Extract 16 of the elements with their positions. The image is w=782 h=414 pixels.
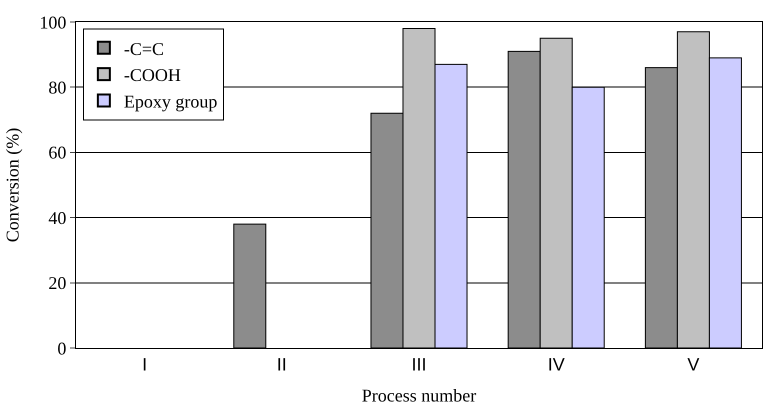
y-tick-label: 60: [48, 142, 66, 163]
x-axis-title: Process number: [362, 386, 476, 406]
x-tick-label: III: [411, 354, 427, 375]
x-tick-label: II: [276, 354, 287, 375]
legend-label: Epoxy group: [124, 92, 218, 112]
legend-label: -C=C: [124, 38, 164, 59]
y-tick-label: 20: [48, 273, 66, 294]
y-tick-label: 40: [48, 208, 66, 228]
y-tick-label: 100: [39, 12, 66, 32]
x-tick-label: V: [687, 354, 700, 375]
y-axis-title: Conversion (%): [2, 128, 23, 242]
y-tick-label: 80: [48, 78, 66, 98]
x-tick-label: I: [142, 354, 148, 375]
y-tick-label: 0: [57, 338, 66, 358]
legend-label: -COOH: [124, 65, 181, 86]
x-tick-label: IV: [548, 354, 565, 375]
